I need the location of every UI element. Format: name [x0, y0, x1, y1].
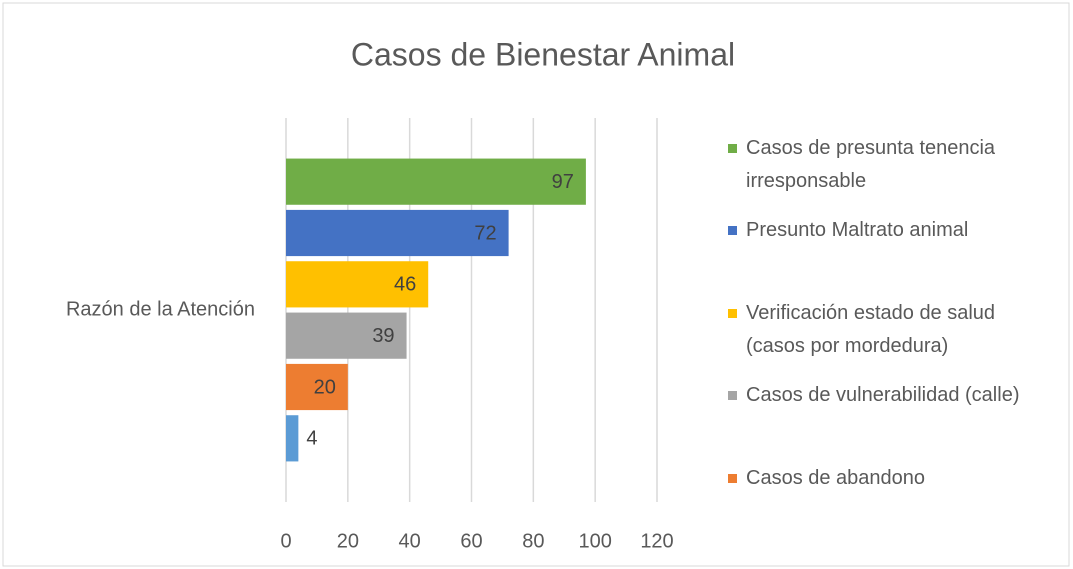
bar: [286, 415, 299, 462]
bar: [286, 261, 429, 308]
data-label: 46: [394, 274, 416, 296]
x-tick-label: 0: [280, 530, 291, 552]
bar: [286, 312, 407, 359]
x-tick-label: 40: [399, 530, 421, 552]
y-tick-label: Razón de la Atención: [66, 298, 255, 320]
data-label: 20: [314, 376, 336, 398]
legend-item: Casos de abandono: [728, 462, 925, 495]
legend-label: Casos de presunta tenencia irresponsable: [746, 137, 996, 192]
bar: [286, 158, 586, 205]
legend-swatch: [728, 391, 737, 400]
legend-item: Verificación estado de salud (casos por …: [728, 297, 1058, 363]
x-tick-label: 100: [578, 530, 611, 552]
data-label: 97: [552, 171, 574, 193]
chart-title: Casos de Bienestar Animal: [351, 36, 735, 72]
legend-swatch: [728, 144, 737, 153]
legend-label: Presunto Maltrato animal: [746, 219, 969, 241]
legend-item: Casos de vulnerabilidad (calle): [728, 379, 1019, 412]
x-tick-label: 120: [640, 530, 673, 552]
data-label: 72: [474, 222, 496, 244]
legend-item: Casos de presunta tenencia irresponsable: [728, 132, 1058, 198]
legend-swatch: [728, 474, 737, 483]
legend-label: Casos de abandono: [746, 467, 926, 489]
legend-item: Presunto Maltrato animal: [728, 214, 968, 247]
legend-label: Casos de vulnerabilidad (calle): [746, 384, 1020, 406]
legend-swatch: [728, 309, 737, 318]
data-label: 4: [306, 428, 317, 450]
legend-label: Verificación estado de salud (casos por …: [746, 302, 996, 357]
x-tick-label: 60: [460, 530, 482, 552]
legend-swatch: [728, 226, 737, 235]
bar: [286, 209, 509, 257]
data-label: 39: [372, 325, 394, 347]
bar: [286, 363, 348, 411]
x-tick-label: 80: [522, 530, 544, 552]
x-tick-label: 20: [337, 530, 359, 552]
